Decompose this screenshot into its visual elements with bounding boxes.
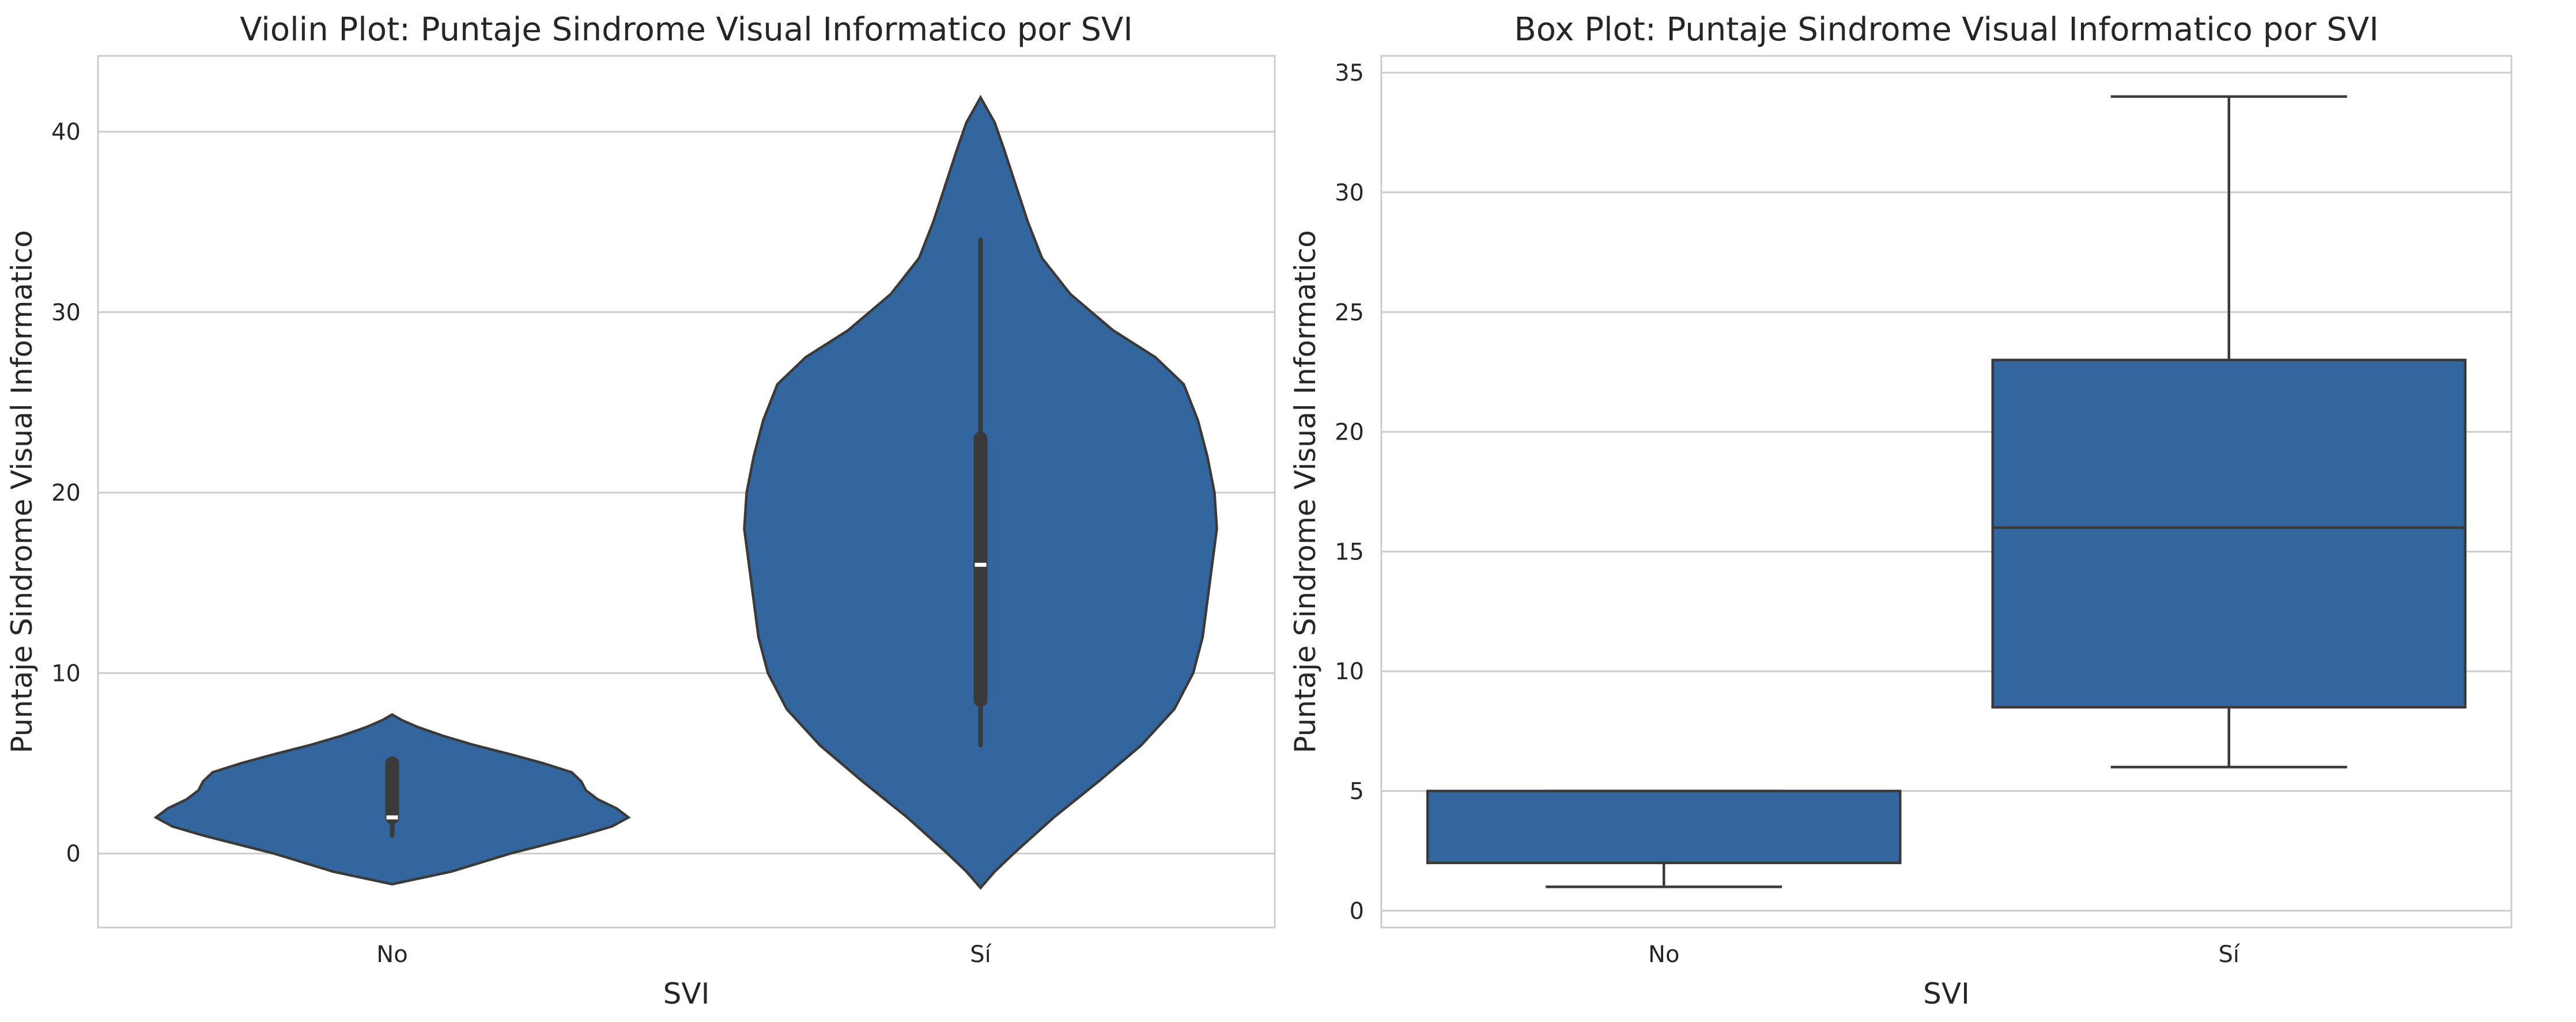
y-tick-label: 40 <box>51 119 81 146</box>
box-iqr <box>1426 789 1902 865</box>
box-x-ticks: No Sí <box>1648 941 2241 968</box>
x-tick-label: No <box>376 941 407 968</box>
violin-title: Violin Plot: Puntaje Sindrome Visual Inf… <box>240 11 1133 48</box>
y-tick-label: 30 <box>1335 180 1364 206</box>
x-tick-label: No <box>1648 941 1679 968</box>
x-tick-label: Sí <box>2218 941 2240 968</box>
y-tick-label: 10 <box>51 660 81 687</box>
box-frame <box>1380 55 2513 929</box>
x-tick-label: Sí <box>970 941 992 968</box>
box-title: Box Plot: Puntaje Sindrome Visual Inform… <box>1514 11 2378 48</box>
y-tick-label: 10 <box>1335 658 1364 685</box>
box-x-label: SVI <box>1923 977 1970 1010</box>
y-tick-label: 5 <box>1350 778 1364 805</box>
violin-x-ticks: No Sí <box>376 941 992 968</box>
box-panel: 0 5 10 15 20 25 30 35 No Sí Box Plot: Puntaje Si… <box>1289 11 2513 1010</box>
y-tick-label: 20 <box>1335 419 1364 446</box>
violin-bodies <box>153 94 1218 890</box>
y-tick-label: 30 <box>51 300 81 326</box>
y-tick-label: 0 <box>66 841 81 868</box>
violin-y-ticks: 0 10 20 30 40 <box>51 119 81 868</box>
box-y-label: Puntaje Sindrome Visual Informatico <box>1289 230 1322 753</box>
violin-frame <box>97 55 1276 929</box>
y-tick-label: 25 <box>1335 300 1364 326</box>
box-iqr <box>1991 358 2467 709</box>
box-y-ticks: 0 5 10 15 20 25 30 35 <box>1335 60 1364 925</box>
violin-panel: 0 10 20 30 40 No Sí Violin Plot: Puntaje Sind… <box>5 11 1276 1010</box>
y-tick-label: 20 <box>51 480 81 506</box>
box-bodies <box>1426 95 2467 888</box>
violin-x-label: SVI <box>663 977 710 1010</box>
y-tick-label: 0 <box>1350 898 1364 925</box>
violin-y-label: Puntaje Sindrome Visual Informatico <box>5 230 39 753</box>
y-tick-label: 15 <box>1335 539 1364 565</box>
y-tick-label: 35 <box>1335 60 1364 86</box>
